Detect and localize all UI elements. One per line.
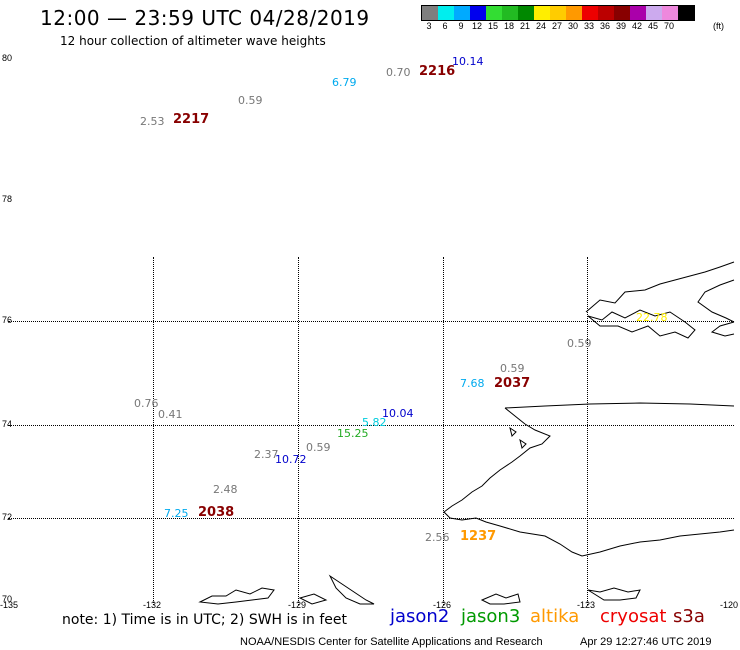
satellite-cryosat: cryosat [600, 606, 667, 627]
pass-time: 2037 [494, 376, 531, 391]
legend-swatch [502, 6, 518, 20]
legend-swatch [438, 6, 454, 20]
legend-swatch [614, 6, 630, 20]
lat-label: 72 [2, 512, 13, 522]
legend-tick: 18 [503, 21, 514, 31]
grid-line-lat [8, 425, 734, 426]
satellite-s3a: s3a [673, 606, 705, 627]
swh-value: 2.37 [254, 448, 279, 461]
legend-swatch [454, 6, 470, 20]
grid-line-lat [8, 321, 734, 322]
legend-swatch [486, 6, 502, 20]
legend-swatch [534, 6, 550, 20]
swh-value: 2.53 [140, 115, 165, 128]
legend-swatch [630, 6, 646, 20]
pass-time: 1237 [460, 529, 497, 544]
swh-value: 0.59 [500, 362, 525, 375]
swh-value: 0.59 [238, 94, 263, 107]
grid-line-lon [298, 257, 299, 605]
swh-value: 6.79 [332, 76, 357, 89]
pass-time: 2216 [419, 64, 456, 79]
lat-label: 78 [2, 194, 13, 204]
legend-tick: 36 [599, 21, 610, 31]
swh-value: 22.78 [636, 311, 668, 324]
legend-swatch [582, 6, 598, 20]
legend-tick: 6 [442, 21, 448, 31]
swh-value: 0.76 [134, 397, 159, 410]
footer-credit: NOAA/NESDIS Center for Satellite Applica… [240, 636, 543, 648]
legend-swatch [518, 6, 534, 20]
legend-swatch [550, 6, 566, 20]
lon-label: -129 [288, 600, 307, 610]
swh-value: 0.41 [158, 408, 183, 421]
map-subtitle: 12 hour collection of altimeter wave hei… [60, 34, 326, 48]
legend-tick: 27 [551, 21, 562, 31]
legend-tick: 15 [487, 21, 498, 31]
map-title: 12:00 — 23:59 UTC 04/28/2019 [40, 6, 370, 30]
lat-label: 80 [2, 53, 13, 63]
legend-tick: 12 [471, 21, 482, 31]
footnote: note: 1) Time is in UTC; 2) SWH is in fe… [62, 612, 348, 628]
legend-swatch [678, 6, 694, 20]
satellite-altika: altika [530, 606, 580, 627]
lat-label: 76 [2, 315, 13, 325]
legend-tick: 45 [647, 21, 658, 31]
grid-line-lat [8, 518, 734, 519]
pass-time: 2217 [173, 112, 210, 127]
color-legend-bar [421, 5, 695, 21]
lon-label: -126 [433, 600, 452, 610]
lon-label: -123 [577, 600, 596, 610]
satellite-jason2: jason2 [390, 606, 450, 627]
legend-tick: 42 [631, 21, 642, 31]
legend-swatch [470, 6, 486, 20]
legend-tick: 30 [567, 21, 578, 31]
swh-value: 2.48 [213, 483, 238, 496]
legend-tick: 39 [615, 21, 626, 31]
legend-tick: 33 [583, 21, 594, 31]
lat-label: 74 [2, 419, 13, 429]
footer-timestamp: Apr 29 12:27:46 UTC 2019 [580, 636, 712, 648]
swh-value: 0.59 [567, 337, 592, 350]
swh-value: 7.25 [164, 507, 189, 520]
swh-value: 2.56 [425, 531, 450, 544]
lon-label: -132 [143, 600, 162, 610]
legend-tick: 70 [663, 21, 674, 31]
legend-swatch [566, 6, 582, 20]
legend-swatch [422, 6, 438, 20]
pass-time: 2038 [198, 505, 235, 520]
lon-label: -120 [720, 600, 739, 610]
grid-line-lon [587, 257, 588, 605]
swh-value: 0.70 [386, 66, 411, 79]
swh-value: 5.82 [362, 416, 387, 429]
lon-label: -135 [0, 600, 19, 610]
legend-tick: 9 [458, 21, 464, 31]
legend-swatch [662, 6, 678, 20]
swh-value: 0.59 [306, 441, 331, 454]
grid-line-lon [443, 257, 444, 605]
color-legend-unit: (ft) [713, 21, 724, 31]
grid-line-lon [153, 257, 154, 605]
legend-swatch [646, 6, 662, 20]
legend-tick: 3 [426, 21, 432, 31]
swh-value: 10.14 [452, 55, 484, 68]
swh-value: 10.72 [275, 453, 307, 466]
legend-tick: 21 [519, 21, 530, 31]
legend-swatch [598, 6, 614, 20]
swh-value: 7.68 [460, 377, 485, 390]
color-legend-ticks: 3 6 9 12 15 18 21 24 27 30 33 36 39 42 45 70 [421, 21, 677, 31]
lat-label: 70 [2, 594, 13, 604]
swh-value: 15.25 [337, 427, 369, 440]
legend-tick: 24 [535, 21, 546, 31]
swh-value: 10.04 [382, 407, 414, 420]
satellite-jason3: jason3 [461, 606, 521, 627]
